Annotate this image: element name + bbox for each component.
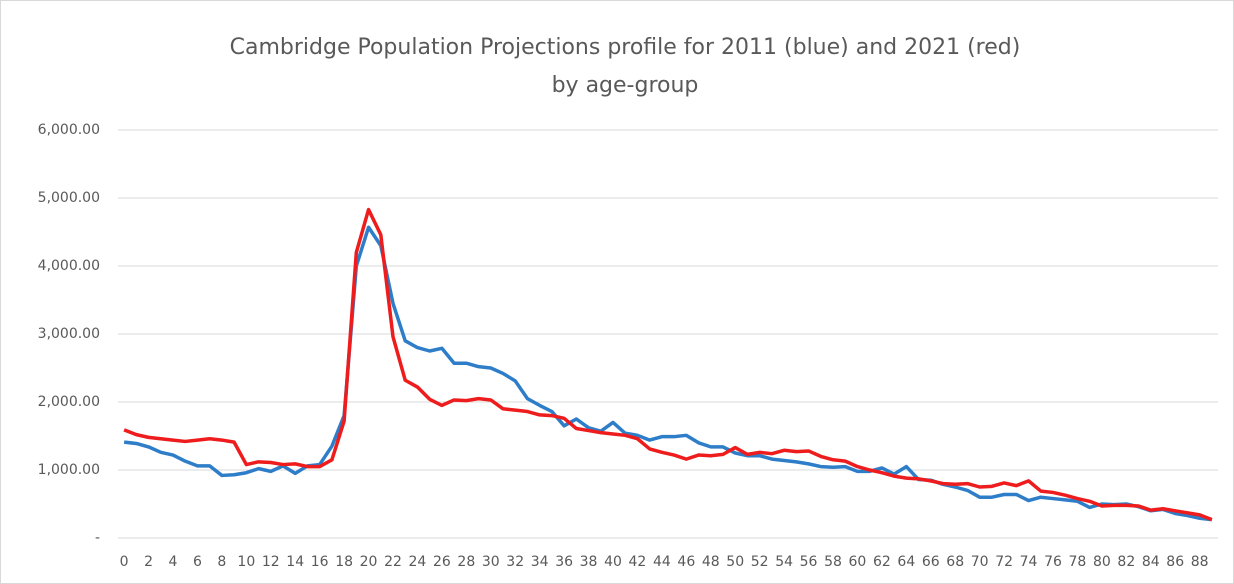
y-tick-label: 6,000.00 [38, 122, 100, 138]
x-tick-label: 34 [531, 554, 549, 570]
x-tick-label: 8 [217, 554, 226, 570]
x-tick-label: 70 [971, 554, 989, 570]
x-tick-label: 50 [726, 554, 744, 570]
x-tick-label: 40 [604, 554, 622, 570]
y-tick-label: - [95, 530, 100, 546]
x-tick-label: 32 [506, 554, 524, 570]
x-tick-label: 74 [1020, 554, 1038, 570]
y-tick-label: 4,000.00 [38, 258, 100, 274]
x-tick-label: 16 [311, 554, 329, 570]
x-tick-label: 4 [169, 554, 178, 570]
x-tick-label: 64 [897, 554, 915, 570]
x-tick-label: 18 [335, 554, 353, 570]
x-tick-label: 78 [1069, 554, 1087, 570]
x-tick-label: 22 [384, 554, 402, 570]
x-tick-label: 84 [1142, 554, 1160, 570]
x-tick-label: 2 [144, 554, 153, 570]
chart-title: Cambridge Population Projections profile… [230, 35, 1021, 60]
x-tick-label: 52 [751, 554, 769, 570]
x-tick-label: 86 [1166, 554, 1184, 570]
x-tick-label: 46 [677, 554, 695, 570]
x-tick-label: 58 [824, 554, 842, 570]
x-tick-label: 76 [1044, 554, 1062, 570]
x-tick-label: 88 [1191, 554, 1209, 570]
x-tick-label: 42 [629, 554, 647, 570]
x-tick-label: 66 [922, 554, 940, 570]
x-tick-label: 6 [193, 554, 202, 570]
x-tick-label: 20 [360, 554, 378, 570]
y-tick-label: 2,000.00 [38, 394, 100, 410]
x-tick-label: 28 [457, 554, 475, 570]
x-tick-label: 36 [555, 554, 573, 570]
x-tick-label: 26 [433, 554, 451, 570]
x-tick-label: 24 [409, 554, 427, 570]
x-tick-label: 44 [653, 554, 671, 570]
x-tick-label: 56 [800, 554, 818, 570]
y-tick-label: 3,000.00 [38, 326, 100, 342]
x-tick-label: 12 [262, 554, 280, 570]
x-tick-label: 72 [995, 554, 1013, 570]
y-tick-label: 5,000.00 [38, 190, 100, 206]
x-tick-label: 38 [580, 554, 598, 570]
x-tick-label: 0 [120, 554, 129, 570]
x-tick-label: 80 [1093, 554, 1111, 570]
x-tick-label: 10 [237, 554, 255, 570]
series-line [123, 207, 1213, 522]
chart-title: by age-group [552, 73, 699, 98]
x-tick-label: 60 [849, 554, 867, 570]
x-tick-label: 82 [1117, 554, 1135, 570]
x-tick-label: 68 [946, 554, 964, 570]
x-tick-label: 30 [482, 554, 500, 570]
x-tick-label: 14 [286, 554, 304, 570]
x-tick-label: 48 [702, 554, 720, 570]
x-tick-label: 54 [775, 554, 793, 570]
y-tick-label: 1,000.00 [38, 462, 100, 478]
x-tick-label: 62 [873, 554, 891, 570]
